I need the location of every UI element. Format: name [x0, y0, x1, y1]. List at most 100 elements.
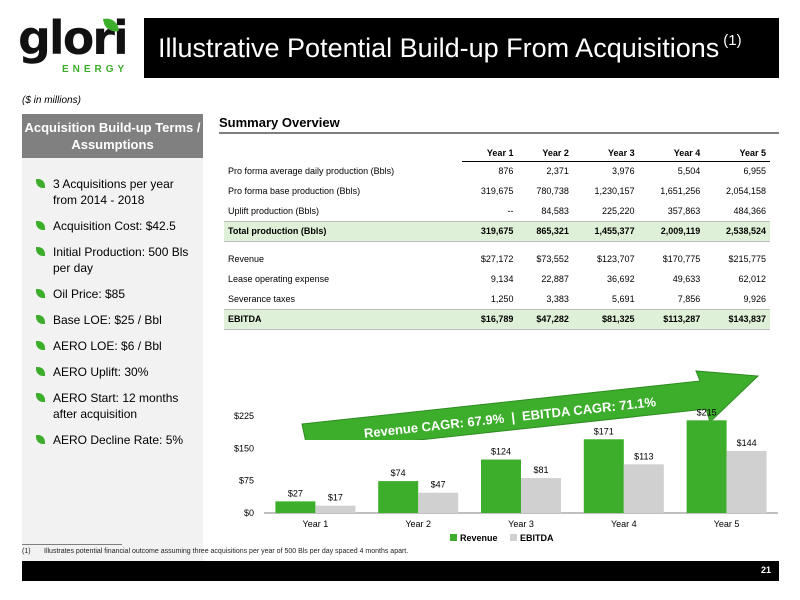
- table-cell: $123,707: [597, 254, 635, 264]
- table-header-spacer: [224, 145, 462, 161]
- table-cell: 865,321: [517, 220, 573, 242]
- bar-revenue: [481, 459, 521, 513]
- table-column-header: Year 3: [572, 145, 639, 162]
- y-tick-label: $75: [239, 476, 254, 486]
- bar-revenue: [686, 420, 727, 513]
- x-tick-label: Year 3: [508, 519, 534, 529]
- table-column-header: Year 2: [517, 145, 573, 162]
- table-cell: 7,856: [677, 293, 701, 304]
- table-row: Pro forma average daily production (Bbls…: [224, 161, 770, 181]
- table-cell: 1,651,256: [660, 186, 701, 196]
- data-label: $17: [328, 493, 343, 503]
- page-title-text: Illustrative Potential Build-up From Acq…: [158, 33, 720, 63]
- row-label: Severance taxes: [228, 293, 296, 304]
- row-label: EBITDA: [224, 308, 463, 330]
- revenue-ebitda-chart: $0 $75 $150 $225 $27 $17 Year 1 $74 $47 Year 2 $12…: [234, 407, 778, 543]
- table-cell: $47,282: [517, 308, 573, 330]
- table-cell: 3,976: [612, 166, 635, 177]
- bar-revenue: [378, 481, 419, 513]
- assumption-text: 3 Acquisitions per year from 2014 - 2018: [53, 177, 174, 207]
- footnote-text: Illustrates potential financial outcome …: [44, 548, 409, 555]
- table-cell: $73,552: [536, 254, 569, 264]
- assumptions-header: Acquisition Build-up Terms / Assumptions: [22, 114, 203, 158]
- assumption-item: AERO Decline Rate: 5%: [22, 432, 203, 448]
- assumption-text: AERO Start: 12 months after acquisition: [53, 391, 179, 421]
- table-cell: 5,504: [677, 166, 701, 177]
- table-row: EBITDA $16,789 $47,282 $81,325 $113,287 $143,…: [224, 308, 770, 330]
- table-cell: 1,455,377: [572, 220, 639, 242]
- bar-revenue: [583, 439, 624, 513]
- company-logo: glori ENERGY: [18, 14, 133, 84]
- y-tick-label: $225: [234, 411, 254, 421]
- legend-label: EBITDA: [520, 533, 554, 543]
- leaf-bullet-icon: [36, 247, 45, 256]
- table-row: Revenue $27,172 $73,552 $123,707 $170,775 $21…: [224, 249, 770, 269]
- leaf-bullet-icon: [36, 393, 45, 402]
- bottom-bar: 21: [22, 561, 779, 581]
- table-row: Severance taxes 1,250 3,383 5,691 7,856 9,926: [224, 289, 770, 309]
- assumption-item: Base LOE: $25 / Bbl: [22, 312, 203, 328]
- table-cell: 484,366: [733, 205, 766, 216]
- logo-subtitle: ENERGY: [62, 64, 129, 75]
- data-label: $124: [491, 447, 511, 457]
- assumption-item: AERO Uplift: 30%: [22, 364, 203, 380]
- assumption-item: AERO LOE: $6 / Bbl: [22, 338, 203, 354]
- row-label: Uplift production (Bbls): [228, 205, 320, 216]
- page-number: 21: [760, 565, 771, 575]
- data-label: $47: [431, 480, 446, 490]
- table-row: Lease operating expense 9,134 22,887 36,692…: [224, 269, 770, 289]
- x-tick-label: Year 2: [405, 519, 431, 529]
- assumption-item: AERO Start: 12 months after acquisition: [22, 390, 203, 422]
- leaf-bullet-icon: [36, 179, 45, 188]
- table-cell: 357,863: [667, 205, 701, 216]
- table-cell: 5,691: [612, 293, 635, 304]
- table-column-header: Year 5: [704, 145, 770, 162]
- leaf-bullet-icon: [36, 289, 45, 298]
- table-cell: $81,325: [572, 308, 639, 330]
- bar-ebitda: [623, 464, 664, 513]
- table-cell: $113,287: [638, 308, 705, 330]
- row-label: Pro forma base production (Bbls): [228, 186, 361, 196]
- units-note: ($ in millions): [22, 95, 81, 106]
- data-label: $81: [533, 465, 548, 475]
- table-cell: 6,955: [743, 166, 766, 177]
- cagr-arrow-shape: [301, 370, 760, 440]
- leaf-bullet-icon: [36, 341, 45, 350]
- legend-label: Revenue: [460, 533, 498, 543]
- footnote-number: (1): [22, 548, 31, 555]
- table-cell: 2,054,158: [725, 186, 766, 196]
- assumption-text: AERO LOE: $6 / Bbl: [53, 339, 162, 353]
- table-cell: 319,675: [480, 186, 514, 196]
- y-tick-label: $150: [234, 443, 254, 453]
- table-cell: 9,134: [490, 274, 514, 284]
- x-tick-label: Year 1: [303, 519, 329, 529]
- summary-title: Summary Overview: [219, 115, 340, 130]
- data-label: $74: [391, 468, 406, 478]
- summary-divider: [219, 132, 779, 134]
- assumption-text: Acquisition Cost: $42.5: [53, 219, 176, 233]
- title-footnote-ref: (1): [723, 32, 742, 49]
- assumption-text: AERO Uplift: 30%: [53, 365, 149, 379]
- table-cell: 876: [498, 166, 514, 177]
- table-cell: 225,220: [602, 205, 635, 216]
- table-cell: 2,009,119: [638, 220, 705, 242]
- legend-swatch: [510, 534, 517, 541]
- leaf-bullet-icon: [36, 367, 45, 376]
- cagr-arrow: Revenue CAGR: 67.9% | EBITDA CAGR: 71.1%: [301, 370, 760, 440]
- table-spacer-cell: [224, 241, 770, 249]
- table-row: Total production (Bbls) 319,675 865,321 1,4…: [224, 220, 770, 242]
- table-row: Pro forma base production (Bbls) 319,675 7…: [224, 181, 770, 201]
- assumption-item: Oil Price: $85: [22, 286, 203, 302]
- assumption-text: Base LOE: $25 / Bbl: [53, 313, 162, 327]
- leaf-bullet-icon: [36, 315, 45, 324]
- bar-ebitda: [521, 478, 561, 513]
- table-column-header: Year 4: [638, 145, 705, 162]
- data-label: $27: [288, 488, 303, 498]
- table-cell: --: [507, 205, 514, 216]
- bar-ebitda: [315, 505, 356, 513]
- x-tick-label: Year 5: [714, 519, 740, 529]
- financial-summary-table: Year 1 Year 2 Year 3 Year 4 Year 5 Pro forma…: [224, 145, 770, 330]
- row-label: Total production (Bbls): [224, 220, 463, 242]
- legend-swatch: [450, 534, 457, 541]
- page-title: Illustrative Potential Build-up From Acq…: [158, 32, 742, 64]
